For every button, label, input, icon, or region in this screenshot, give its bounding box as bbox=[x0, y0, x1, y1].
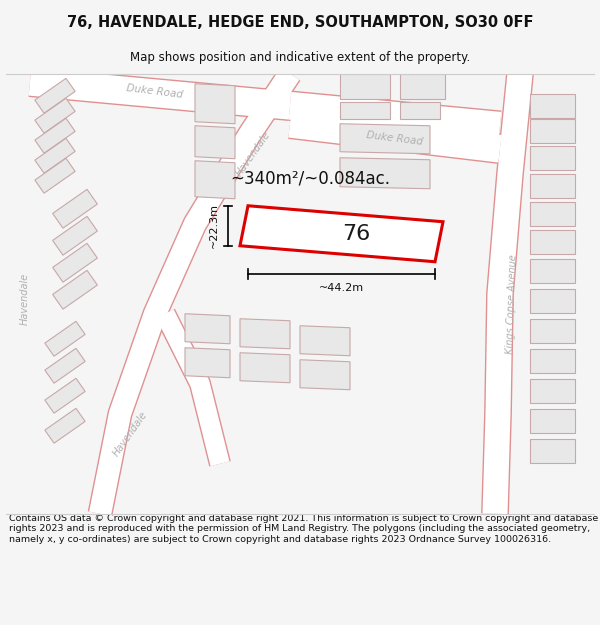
Polygon shape bbox=[530, 174, 575, 198]
Text: ~44.2m: ~44.2m bbox=[319, 282, 364, 292]
Polygon shape bbox=[300, 326, 350, 356]
Text: ~340m²/~0.084ac.: ~340m²/~0.084ac. bbox=[230, 170, 390, 187]
Polygon shape bbox=[45, 321, 85, 356]
Polygon shape bbox=[530, 202, 575, 226]
Text: Contains OS data © Crown copyright and database right 2021. This information is : Contains OS data © Crown copyright and d… bbox=[9, 514, 598, 544]
Polygon shape bbox=[35, 98, 75, 133]
Text: Map shows position and indicative extent of the property.: Map shows position and indicative extent… bbox=[130, 51, 470, 64]
Polygon shape bbox=[530, 349, 575, 372]
Polygon shape bbox=[240, 319, 290, 349]
Polygon shape bbox=[340, 158, 430, 189]
Polygon shape bbox=[400, 102, 440, 119]
Polygon shape bbox=[340, 124, 430, 154]
Text: Havendale: Havendale bbox=[20, 272, 30, 325]
Text: Duke Road: Duke Road bbox=[126, 83, 184, 100]
Polygon shape bbox=[45, 378, 85, 413]
Polygon shape bbox=[530, 146, 575, 170]
Polygon shape bbox=[53, 189, 97, 228]
Polygon shape bbox=[35, 158, 75, 193]
Polygon shape bbox=[530, 94, 575, 118]
Polygon shape bbox=[35, 78, 75, 113]
Polygon shape bbox=[530, 289, 575, 312]
Polygon shape bbox=[45, 408, 85, 443]
Text: 76, HAVENDALE, HEDGE END, SOUTHAMPTON, SO30 0FF: 76, HAVENDALE, HEDGE END, SOUTHAMPTON, S… bbox=[67, 14, 533, 29]
Polygon shape bbox=[53, 243, 97, 282]
Text: 76: 76 bbox=[343, 224, 371, 244]
Polygon shape bbox=[185, 348, 230, 378]
Polygon shape bbox=[240, 352, 290, 382]
Polygon shape bbox=[195, 161, 235, 199]
Polygon shape bbox=[530, 259, 575, 282]
Polygon shape bbox=[340, 102, 390, 119]
Polygon shape bbox=[340, 74, 390, 99]
Polygon shape bbox=[530, 230, 575, 254]
Polygon shape bbox=[530, 409, 575, 432]
Polygon shape bbox=[195, 84, 235, 124]
Polygon shape bbox=[185, 314, 230, 344]
Polygon shape bbox=[400, 74, 445, 99]
Text: Havendale: Havendale bbox=[234, 129, 272, 178]
Polygon shape bbox=[530, 379, 575, 402]
Text: Kings Copse Avenue: Kings Copse Avenue bbox=[505, 254, 519, 354]
Polygon shape bbox=[240, 206, 443, 262]
Polygon shape bbox=[35, 138, 75, 173]
Polygon shape bbox=[35, 118, 75, 153]
Text: Duke Road: Duke Road bbox=[366, 131, 424, 147]
Text: ~22.3m: ~22.3m bbox=[209, 203, 219, 248]
Polygon shape bbox=[53, 271, 97, 309]
Polygon shape bbox=[530, 439, 575, 462]
Polygon shape bbox=[53, 216, 97, 255]
Polygon shape bbox=[45, 348, 85, 383]
Polygon shape bbox=[195, 126, 235, 159]
Polygon shape bbox=[530, 119, 575, 142]
Polygon shape bbox=[530, 319, 575, 342]
Text: Havendale: Havendale bbox=[111, 409, 149, 458]
Polygon shape bbox=[300, 360, 350, 390]
